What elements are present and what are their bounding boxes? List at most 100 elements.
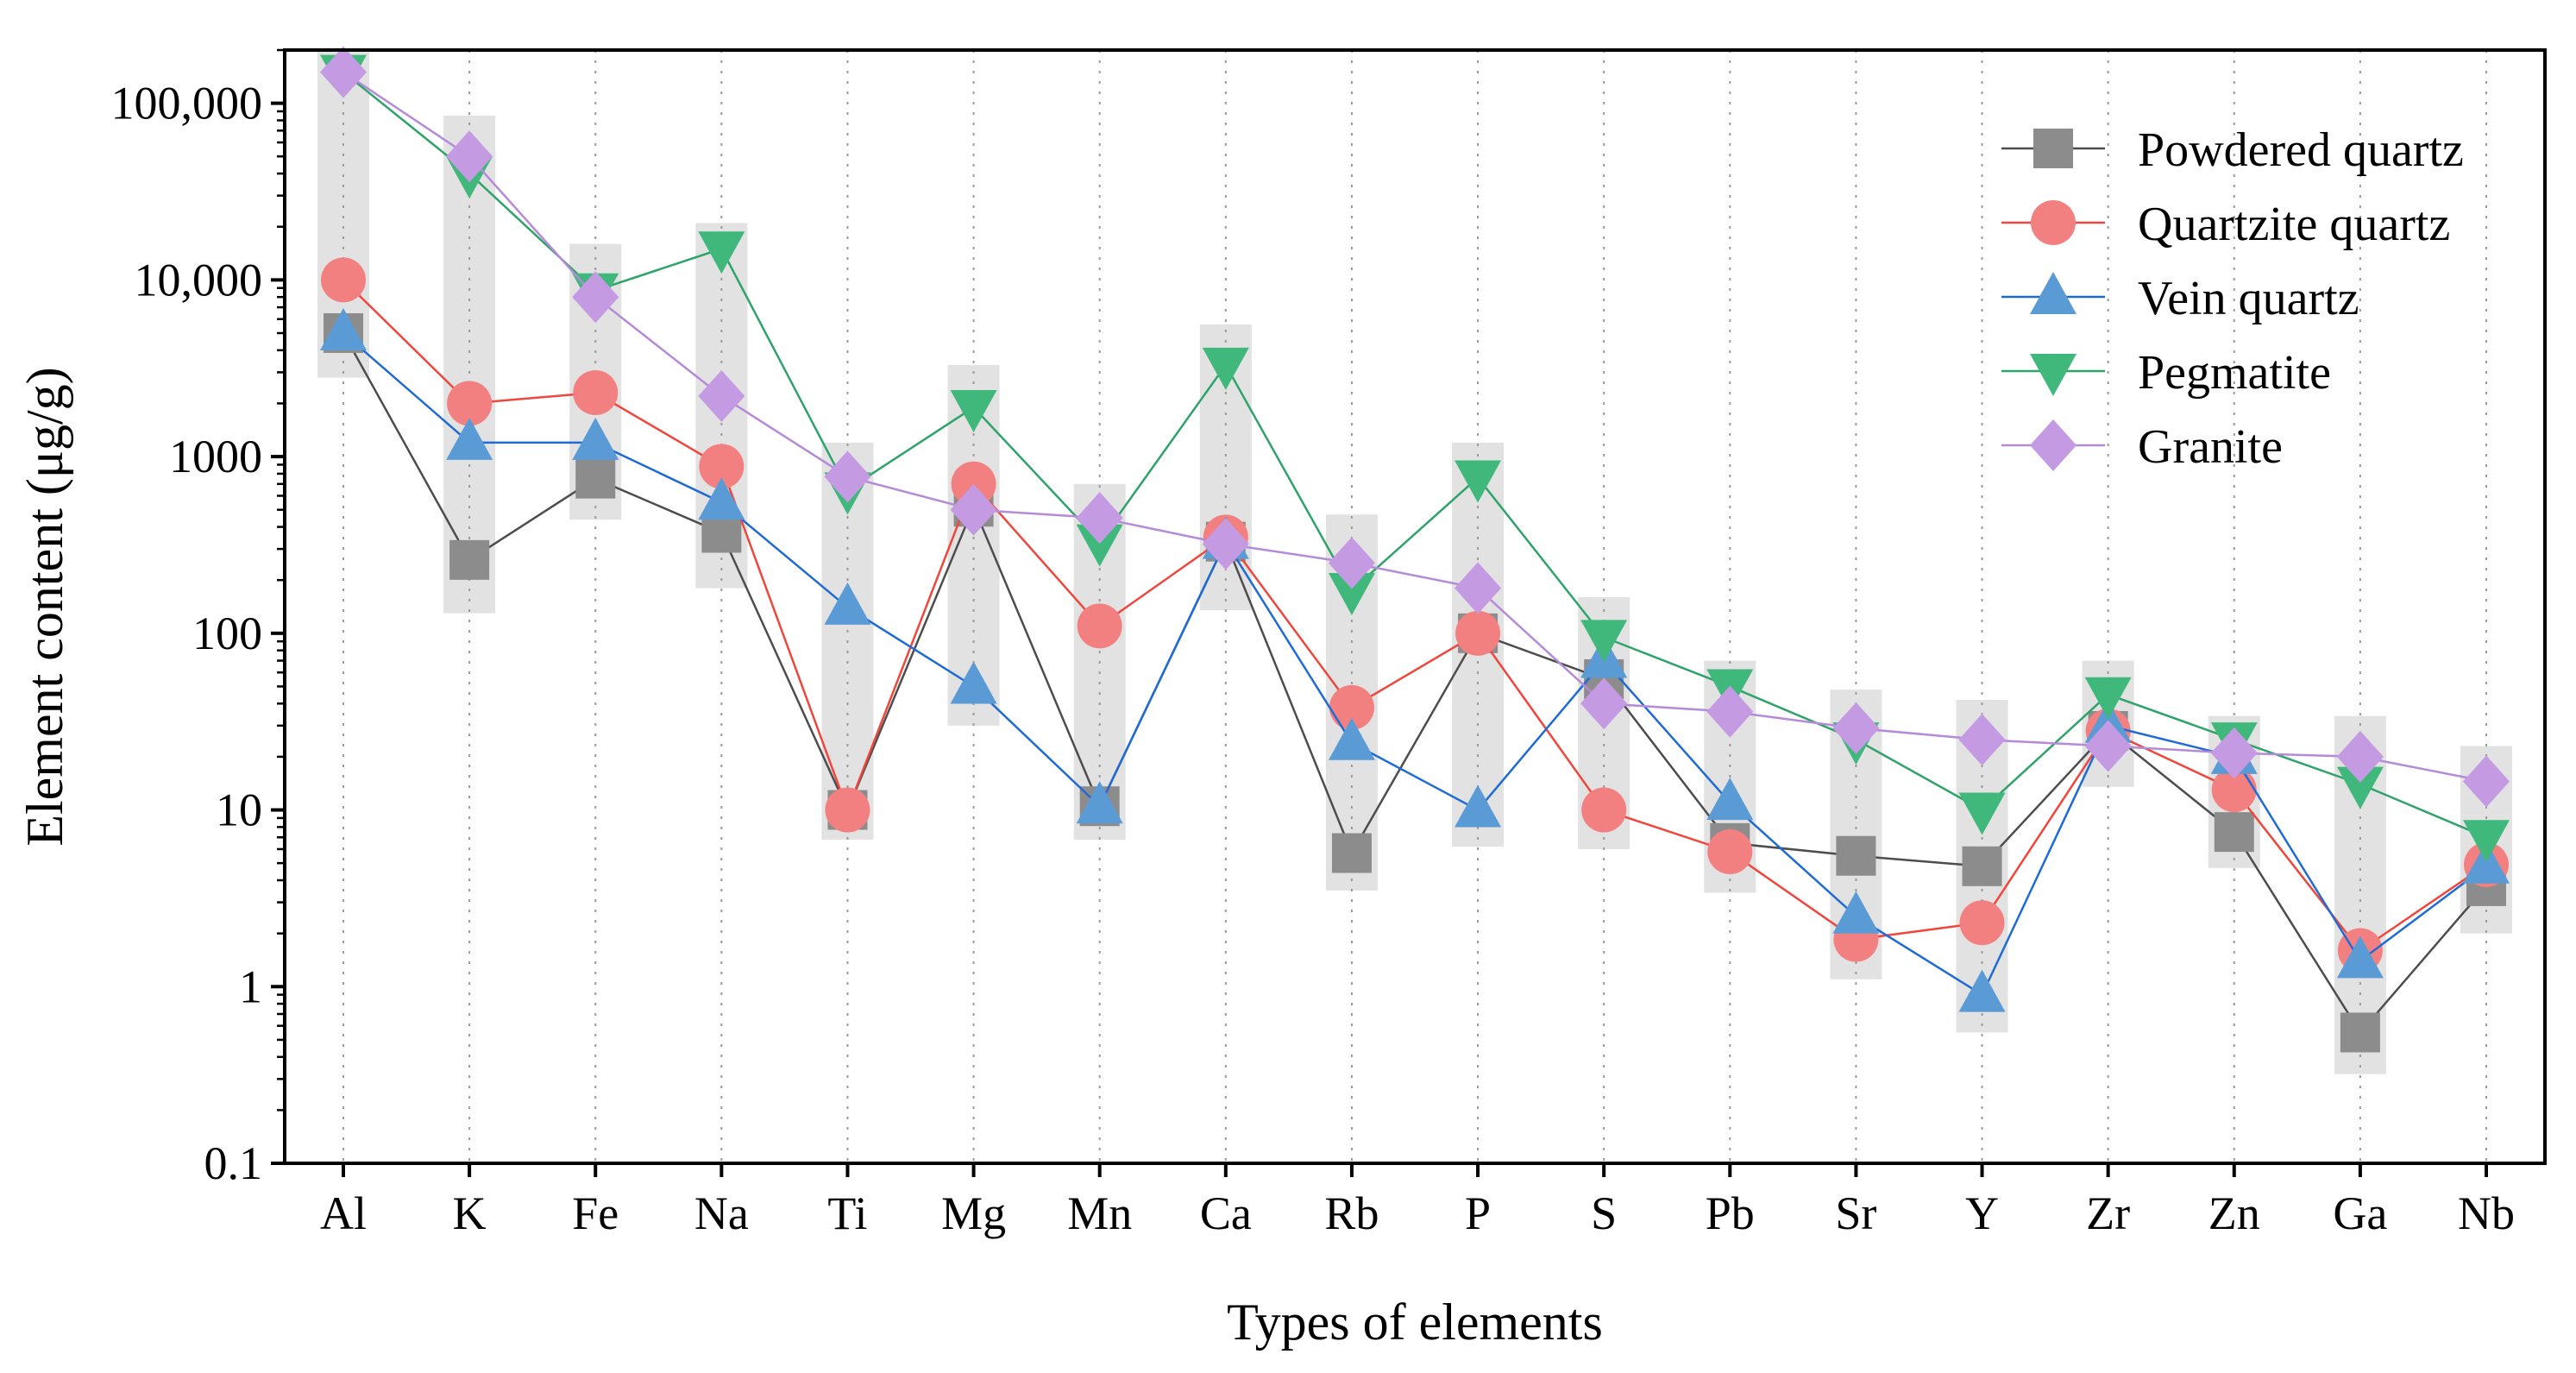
series-layer	[320, 46, 2510, 1053]
data-point-quartzite-quartz-al	[321, 257, 366, 303]
data-point-quartzite-quartz-na	[699, 444, 745, 489]
data-point-pegmatite-p	[1454, 460, 1502, 503]
data-point-quartzite-quartz-rb	[1329, 684, 1374, 730]
data-point-pegmatite-mn	[1076, 524, 1123, 567]
data-point-powdered-quartz-sr	[1836, 835, 1876, 876]
data-point-granite-zr	[2084, 720, 2132, 772]
data-point-granite-zn	[2210, 727, 2258, 779]
data-point-granite-sr	[1832, 702, 1880, 754]
x-tick-label-fe: Fe	[572, 1187, 619, 1239]
legend-marker-pegmatite	[2030, 354, 2077, 396]
y-tick-label: 100,000	[111, 78, 263, 129]
data-point-vein-quartz-ga	[2336, 935, 2384, 979]
series-granite	[320, 46, 2510, 808]
legend-item-vein-quartz: Vein quartz	[2001, 272, 2359, 325]
x-tick-label-sr: Sr	[1835, 1187, 1876, 1239]
legend-label-quartzite-quartz: Quartzite quartz	[2138, 198, 2450, 251]
x-tick-label-k: K	[453, 1187, 487, 1239]
data-point-vein-quartz-na	[698, 477, 745, 520]
data-point-quartzite-quartz-mn	[1077, 603, 1122, 649]
data-point-powdered-quartz-zn	[2214, 812, 2254, 853]
legend-label-granite: Granite	[2138, 420, 2283, 474]
x-tick-label-ti: Ti	[827, 1187, 867, 1239]
data-point-granite-fe	[572, 271, 619, 324]
data-point-granite-ca	[1202, 518, 1249, 570]
data-point-granite-nb	[2463, 755, 2510, 808]
data-point-vein-quartz-p	[1454, 784, 1502, 828]
data-point-granite-s	[1580, 677, 1628, 730]
legend-item-pegmatite: Pegmatite	[2001, 346, 2331, 400]
x-tick-label-na: Na	[694, 1187, 749, 1239]
data-point-quartzite-quartz-k	[447, 381, 493, 426]
legend: Powdered quartz Quartzite quartz Vein quar…	[2001, 123, 2464, 474]
data-point-powdered-quartz-fe	[575, 458, 616, 499]
data-point-quartzite-quartz-p	[1455, 610, 1501, 656]
x-tick-label-zr: Zr	[2086, 1187, 2130, 1239]
data-point-quartzite-quartz-pb	[1707, 828, 1753, 874]
data-point-granite-ga	[2336, 730, 2384, 783]
data-point-vein-quartz-k	[446, 417, 493, 460]
series-vein-quartz	[320, 307, 2510, 1012]
legend-label-pegmatite: Pegmatite	[2138, 346, 2331, 400]
legend-marker-vein-quartz	[2030, 272, 2077, 314]
legend-marker-granite	[2030, 419, 2077, 471]
y-tick-label: 1	[239, 960, 262, 1012]
axes: 0.1 1 10 100 1000 10,000 100,000 Al K Fe Na Ti Mg Mn C…	[111, 48, 2515, 1239]
x-tick-label-s: S	[1591, 1187, 1617, 1239]
data-point-powdered-quartz-ga	[2340, 1012, 2380, 1053]
data-point-quartzite-quartz-ti	[825, 787, 870, 833]
data-point-vein-quartz-ti	[824, 582, 871, 625]
data-point-powdered-quartz-y	[1962, 846, 2002, 886]
y-tick-label: 10,000	[135, 254, 263, 305]
data-point-pegmatite-nb	[2463, 820, 2510, 863]
legend-item-granite: Granite	[2001, 419, 2283, 474]
data-point-granite-rb	[1328, 537, 1375, 589]
data-point-vein-quartz-mg	[950, 661, 997, 704]
x-tick-label-mn: Mn	[1067, 1187, 1132, 1239]
data-point-vein-quartz-al	[320, 307, 367, 350]
data-point-granite-p	[1454, 562, 1502, 614]
data-point-pegmatite-y	[1958, 792, 2006, 835]
x-tick-label-y: Y	[1965, 1187, 1999, 1239]
x-tick-label-nb: Nb	[2458, 1187, 2515, 1239]
data-point-pegmatite-ga	[2336, 766, 2384, 809]
x-tick-label-mg: Mg	[941, 1187, 1006, 1239]
data-point-vein-quartz-nb	[2463, 841, 2510, 884]
legend-marker-quartzite-quartz	[2031, 200, 2076, 245]
data-point-vein-quartz-pb	[1706, 778, 1754, 821]
data-point-vein-quartz-rb	[1328, 717, 1375, 760]
data-point-pegmatite-rb	[1328, 573, 1375, 616]
data-point-granite-mn	[1076, 492, 1123, 545]
data-point-granite-al	[320, 46, 367, 98]
x-tick-label-ca: Ca	[1200, 1187, 1252, 1239]
x-tick-label-p: P	[1465, 1187, 1491, 1239]
data-point-vein-quartz-mn	[1076, 781, 1123, 824]
series-line-vein-quartz	[342, 332, 2487, 997]
data-point-powdered-quartz-k	[449, 539, 490, 580]
plot-frame	[283, 48, 2547, 1165]
data-point-vein-quartz-y	[1958, 969, 2006, 1012]
data-point-pegmatite-ca	[1202, 347, 1249, 390]
legend-item-quartzite-quartz: Quartzite quartz	[2001, 198, 2450, 251]
data-point-granite-y	[1958, 714, 2006, 766]
data-point-vein-quartz-fe	[572, 417, 619, 460]
x-tick-label-zn: Zn	[2208, 1187, 2260, 1239]
y-tick-label: 100	[192, 608, 262, 659]
data-point-quartzite-quartz-zn	[2211, 767, 2257, 813]
data-point-pegmatite-zr	[2084, 677, 2132, 720]
data-point-granite-na	[698, 369, 745, 422]
data-point-granite-mg	[950, 483, 997, 536]
data-point-quartzite-quartz-fe	[573, 370, 619, 416]
data-point-quartzite-quartz-y	[1959, 900, 2005, 946]
data-point-powdered-quartz-rb	[1331, 833, 1372, 873]
x-tick-label-al: Al	[320, 1187, 367, 1239]
data-point-granite-pb	[1706, 685, 1754, 738]
data-point-granite-ti	[824, 450, 871, 503]
x-tick-label-ga: Ga	[2333, 1187, 2387, 1239]
data-point-quartzite-quartz-s	[1581, 787, 1627, 833]
data-point-pegmatite-na	[698, 231, 745, 274]
legend-item-powdered-quartz: Powdered quartz	[2001, 123, 2464, 177]
data-point-granite-k	[446, 130, 493, 183]
